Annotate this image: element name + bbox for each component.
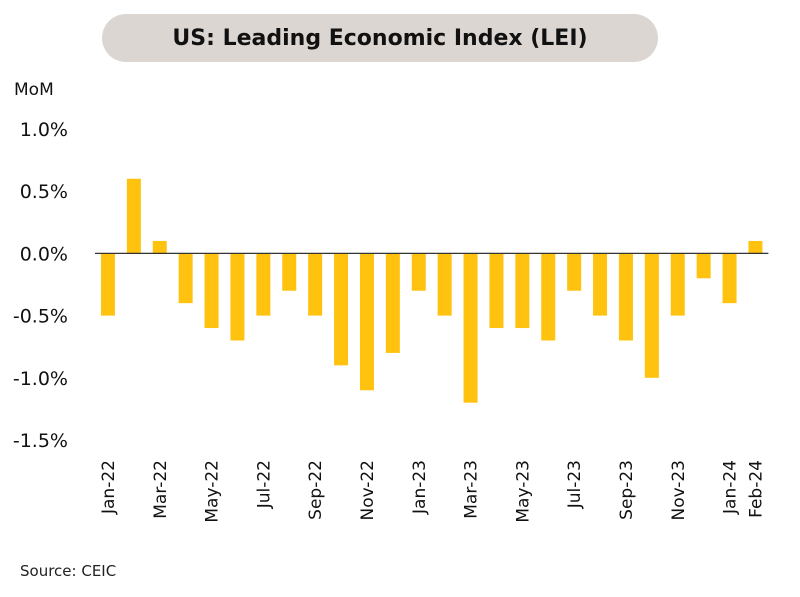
bar-Oct-23 bbox=[644, 253, 659, 378]
bar-Jul-22 bbox=[256, 253, 271, 316]
y-tick-label: -1.5% bbox=[13, 430, 68, 452]
x-tick-label: May-22 bbox=[203, 460, 223, 523]
bar-Apr-23 bbox=[489, 253, 504, 329]
bar-May-23 bbox=[515, 253, 530, 329]
bar-Jan-23 bbox=[411, 253, 426, 291]
bar-Jan-24 bbox=[722, 253, 737, 304]
bar-Feb-23 bbox=[437, 253, 452, 316]
x-tick-label: Jul-22 bbox=[254, 460, 274, 509]
bar-Jul-23 bbox=[567, 253, 582, 291]
bar-Dec-23 bbox=[696, 253, 711, 279]
bar-Apr-22 bbox=[178, 253, 193, 304]
bar-Mar-22 bbox=[152, 240, 167, 254]
bar-Feb-22 bbox=[126, 178, 141, 254]
x-tick-label: Nov-22 bbox=[358, 460, 378, 521]
x-tick-label: Jan-22 bbox=[99, 460, 119, 515]
bar-Dec-22 bbox=[385, 253, 400, 353]
x-tick-label: Mar-22 bbox=[151, 460, 171, 519]
x-tick-label: May-23 bbox=[513, 460, 533, 523]
source-note: Source: CEIC bbox=[20, 562, 117, 580]
y-tick-label: -0.5% bbox=[13, 306, 68, 328]
x-tick-label: Sep-23 bbox=[617, 460, 637, 520]
bar-Aug-22 bbox=[282, 253, 297, 291]
x-tick-label: Nov-23 bbox=[669, 460, 689, 521]
bar-Oct-22 bbox=[334, 253, 349, 366]
y-tick-label: -1.0% bbox=[13, 368, 68, 390]
y-tick-label: 0.0% bbox=[20, 243, 68, 265]
y-tick-label: 0.5% bbox=[20, 181, 68, 203]
x-tick-label: Jul-23 bbox=[565, 460, 585, 509]
bar-May-22 bbox=[204, 253, 219, 329]
bar-Aug-23 bbox=[593, 253, 608, 316]
bar-Mar-23 bbox=[463, 253, 478, 403]
bar-Nov-23 bbox=[670, 253, 685, 316]
x-tick-label: Sep-22 bbox=[306, 460, 326, 520]
bar-Sep-23 bbox=[618, 253, 633, 341]
x-tick-label: Mar-23 bbox=[462, 460, 482, 519]
chart-title: US: Leading Economic Index (LEI) bbox=[172, 25, 588, 51]
y-tick-label: 1.0% bbox=[20, 119, 68, 141]
x-tick-label: Jan-23 bbox=[410, 460, 430, 515]
bar-Jun-22 bbox=[230, 253, 245, 341]
x-tick-label: Feb-24 bbox=[746, 460, 766, 518]
bar-Jan-22 bbox=[100, 253, 115, 316]
y-axis-unit-label: MoM bbox=[14, 80, 54, 100]
x-tick-label: Jan-24 bbox=[721, 460, 741, 515]
bar-Sep-22 bbox=[308, 253, 323, 316]
bar-Feb-24 bbox=[748, 240, 763, 254]
bar-Jun-23 bbox=[541, 253, 556, 341]
chart-title-pill: US: Leading Economic Index (LEI) bbox=[102, 14, 658, 62]
bar-Nov-22 bbox=[359, 253, 374, 391]
